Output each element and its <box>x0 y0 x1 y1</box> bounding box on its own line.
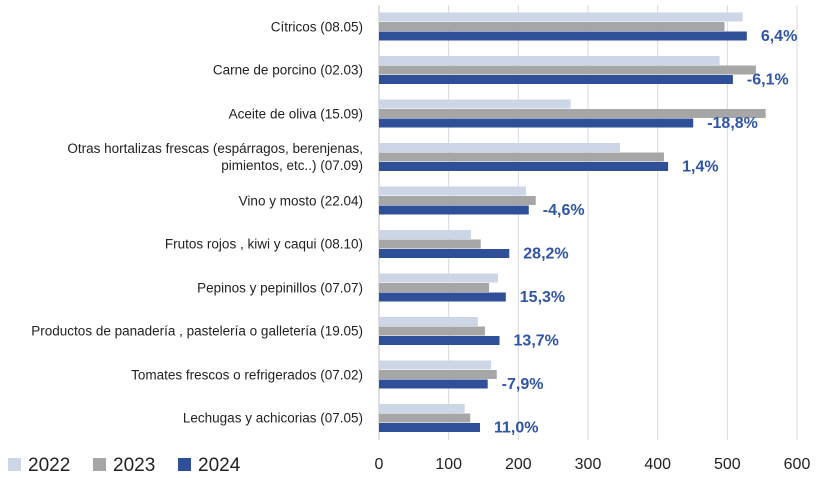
bar <box>379 205 529 215</box>
bar <box>379 196 536 205</box>
bar <box>379 152 664 162</box>
bar <box>379 336 500 345</box>
bar <box>379 230 471 239</box>
annotation: -6,1% <box>747 71 789 88</box>
legend-label: 2022 <box>28 455 70 476</box>
bar <box>379 326 485 336</box>
legend-swatch <box>8 458 21 471</box>
bar <box>379 317 478 326</box>
bar <box>379 292 506 302</box>
annotation: 11,0% <box>494 419 538 436</box>
category-label: Otras hortalizas frescas (espárragos, be… <box>67 141 363 174</box>
annotation: -7,9% <box>502 376 544 393</box>
bar <box>379 22 725 31</box>
category-label: Productos de panadería , pastelería o ga… <box>31 323 363 339</box>
category-label: Lechugas y achicorias (07.05) <box>182 410 363 426</box>
annotation: -18,8% <box>707 115 758 132</box>
bar <box>379 404 465 413</box>
bar <box>379 413 471 423</box>
x-tick-label: 600 <box>784 456 811 473</box>
bar <box>379 56 720 65</box>
bar <box>379 360 492 370</box>
bar <box>379 239 481 249</box>
legend-label: 2023 <box>113 455 155 476</box>
x-tick-label: 200 <box>505 456 532 473</box>
category-label: Tomates frescos o refrigerados (07.02) <box>131 367 363 383</box>
annotation: 15,3% <box>520 289 565 306</box>
category-label: Carne de porcino (02.03) <box>212 62 363 78</box>
bar <box>379 273 499 283</box>
x-tick-label: 500 <box>714 456 741 473</box>
bar <box>379 99 571 109</box>
bar <box>379 31 747 41</box>
bar <box>379 118 694 128</box>
category-label: Cítricos (08.05) <box>270 19 363 35</box>
category-label: Vino y mosto (22.04) <box>238 193 363 209</box>
annotation: 6,4% <box>761 28 797 45</box>
bar <box>379 109 766 118</box>
bar <box>379 370 497 379</box>
legend-swatch <box>93 458 106 471</box>
legend-swatch <box>178 458 191 471</box>
category-label: Aceite de oliva (15.09) <box>228 106 363 122</box>
bar <box>379 12 743 22</box>
annotation: -4,6% <box>543 202 585 219</box>
bar <box>379 423 481 432</box>
x-tick-label: 300 <box>575 456 602 473</box>
annotation: 13,7% <box>514 332 559 349</box>
x-tick-label: 100 <box>435 456 462 473</box>
bar <box>379 162 669 171</box>
category-label: Pepinos y pepinillos (07.07) <box>197 280 363 296</box>
bar <box>379 186 526 196</box>
legend-label: 2024 <box>198 455 241 476</box>
category-label: Frutos rojos , kiwi y caqui (08.10) <box>164 236 363 252</box>
bar <box>379 249 510 258</box>
x-tick-label: 0 <box>375 456 384 473</box>
bar <box>379 75 733 84</box>
bar <box>379 379 488 389</box>
bar <box>379 283 490 292</box>
bar <box>379 143 621 152</box>
annotation: 1,4% <box>682 158 718 175</box>
x-tick-label: 400 <box>644 456 671 473</box>
bar <box>379 65 756 75</box>
annotation: 28,2% <box>523 245 568 262</box>
